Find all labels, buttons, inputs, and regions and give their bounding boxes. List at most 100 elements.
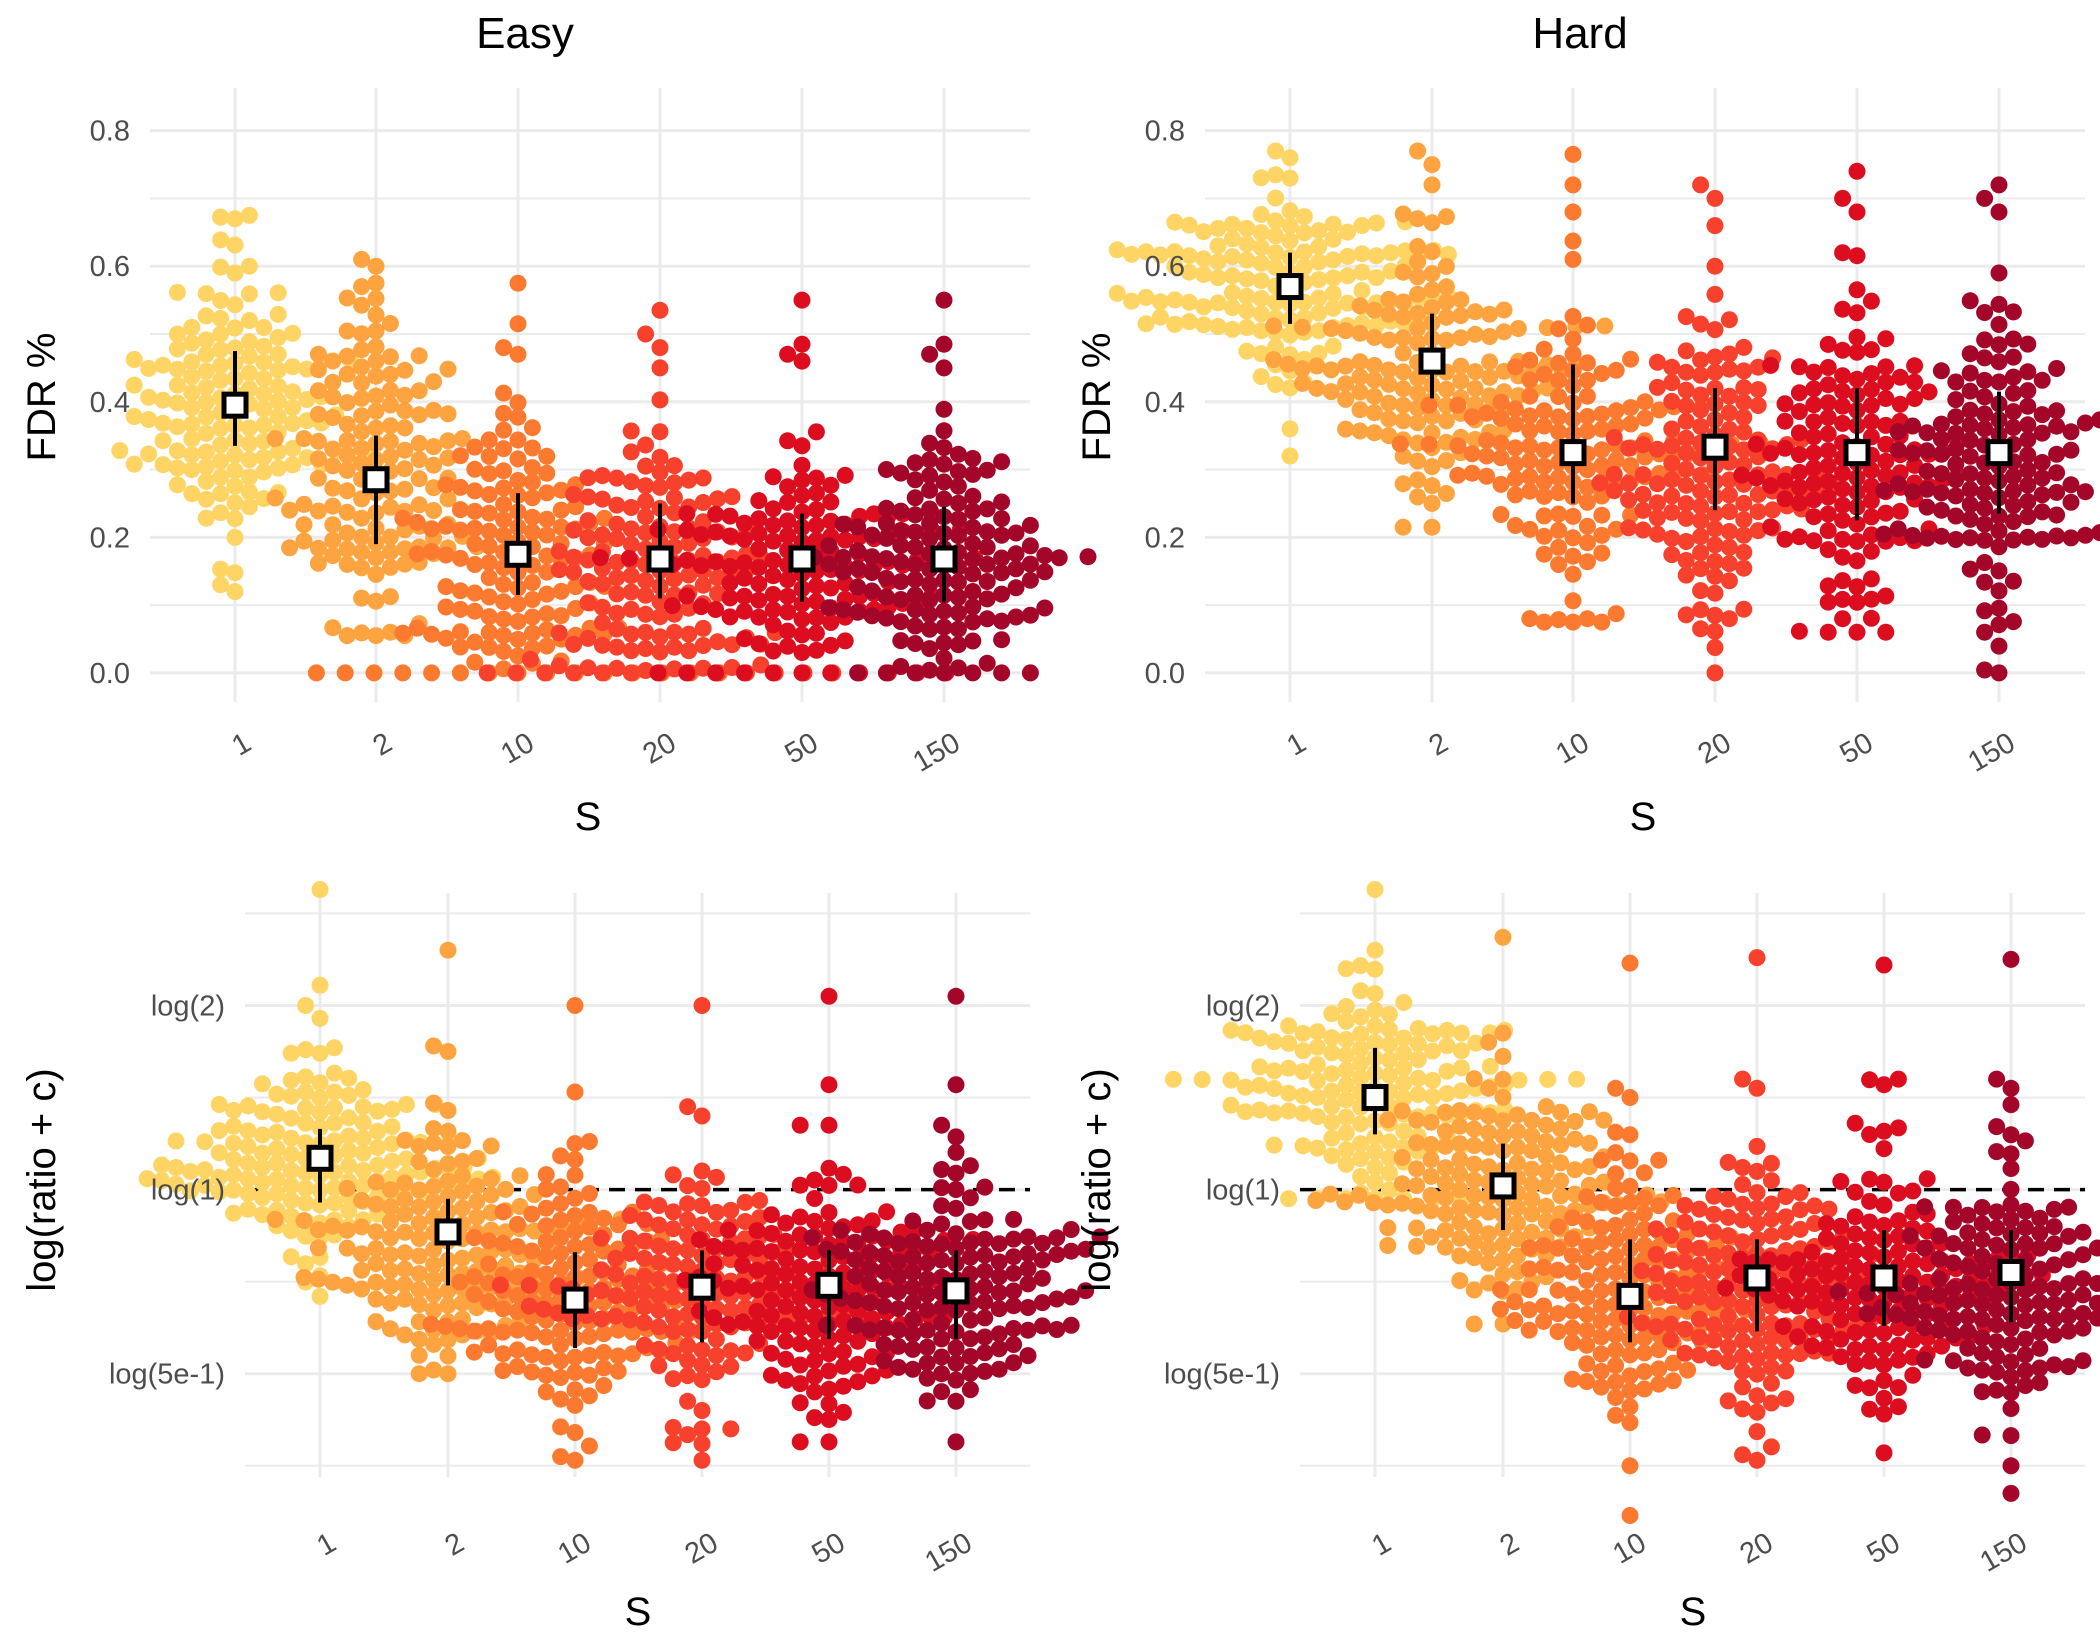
data-point (1819, 425, 1837, 443)
data-point (367, 1290, 385, 1308)
data-point (1195, 316, 1213, 334)
data-point (1337, 357, 1355, 375)
data-point (1848, 328, 1866, 346)
data-point (736, 1193, 754, 1211)
data-point (523, 608, 541, 626)
data-point (439, 1043, 457, 1060)
data-point (1380, 1133, 1398, 1151)
data-point (791, 1394, 809, 1412)
data-point (1308, 1088, 1326, 1106)
data-point (453, 430, 471, 448)
data-point (1323, 1113, 1341, 1131)
data-point (904, 1233, 922, 1251)
data-point (1005, 1336, 1023, 1353)
data-point (210, 1144, 228, 1162)
data-point (1762, 1210, 1780, 1228)
data-point (1916, 1319, 1934, 1337)
data-point (1875, 482, 1893, 500)
data-point (1819, 522, 1837, 540)
data-point (2019, 431, 2037, 449)
data-point (566, 997, 584, 1014)
data-point (340, 1127, 358, 1145)
data-point (978, 573, 996, 590)
data-point (1563, 1285, 1581, 1303)
data-point (609, 1362, 627, 1380)
data-point (1310, 238, 1328, 256)
data-point (1875, 1405, 1893, 1423)
data-point (1494, 1070, 1512, 1088)
data-point (1719, 1353, 1737, 1371)
data-point (295, 516, 313, 534)
data-point (480, 624, 498, 641)
data-point (495, 642, 513, 660)
data-point (878, 1203, 896, 1221)
data-point (1677, 397, 1695, 415)
data-point (1990, 373, 2008, 391)
data-point (1180, 313, 1198, 331)
data-point (2016, 1362, 2034, 1380)
data-point (1720, 360, 1738, 378)
data-point (1834, 590, 1852, 608)
data-point (1564, 176, 1582, 194)
data-point (1308, 1072, 1326, 1090)
data-point (846, 1267, 864, 1285)
data-point (1803, 1243, 1821, 1261)
data-point (1409, 452, 1427, 470)
data-point (1550, 484, 1568, 502)
data-point (1858, 1305, 1876, 1323)
data-point (1621, 1414, 1639, 1432)
data-point (1365, 424, 1383, 442)
data-point (495, 627, 513, 644)
data-point (396, 419, 414, 437)
data-point (707, 505, 725, 523)
data-point (284, 399, 302, 417)
data-point (990, 1284, 1008, 1302)
data-point (1877, 373, 1895, 391)
data-point (1550, 354, 1568, 372)
data-point (678, 505, 696, 523)
data-point (168, 283, 186, 301)
data-point (861, 1244, 879, 1261)
data-point (439, 360, 457, 378)
data-point (904, 1340, 922, 1358)
data-point (680, 471, 698, 489)
data-point (1578, 1355, 1596, 1373)
data-point (1790, 403, 1808, 420)
data-point (1817, 1252, 1835, 1270)
data-point (580, 1327, 598, 1345)
data-point (1976, 189, 1994, 207)
data-point (933, 1161, 951, 1178)
data-point (1734, 1233, 1752, 1251)
data-point (324, 619, 342, 637)
data-point (225, 1166, 243, 1184)
data-point (1223, 230, 1241, 248)
data-point (836, 632, 854, 650)
data-point (565, 521, 583, 539)
data-point (976, 1230, 994, 1248)
data-point (964, 450, 982, 467)
data-point (2060, 1198, 2078, 1216)
data-point (1308, 357, 1326, 375)
data-point (1776, 395, 1794, 413)
data-point (1805, 459, 1823, 477)
data-point (592, 1310, 610, 1328)
data-point (1748, 1230, 1766, 1248)
data-point (537, 1265, 555, 1283)
data-point (453, 1294, 471, 1312)
data-point (1706, 639, 1724, 656)
data-point (508, 1321, 526, 1339)
data-point (552, 1448, 570, 1466)
data-point (1391, 435, 1409, 453)
data-point (1735, 338, 1753, 356)
data-point (226, 494, 244, 512)
data-point (679, 1392, 697, 1410)
data-point (309, 382, 327, 400)
data-point (1465, 1315, 1483, 1333)
data-point (381, 433, 399, 450)
data-point (425, 1256, 443, 1274)
data-point (1537, 1133, 1555, 1151)
data-point (734, 1241, 752, 1259)
data-point (707, 601, 725, 618)
data-point (1634, 485, 1652, 503)
